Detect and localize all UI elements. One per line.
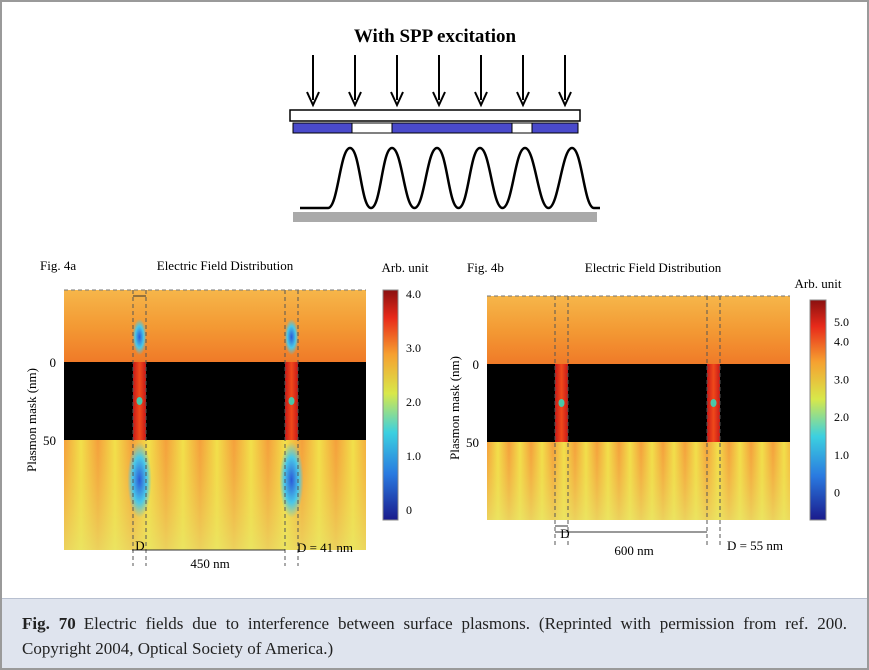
colorbar-tick: 3.0 [834,372,849,386]
spacing-label: 450 nm [190,556,229,571]
arrow-head [558,91,572,108]
field-top [487,296,790,364]
mask-slit [351,122,393,134]
low-field [127,442,152,518]
arrow-head [474,91,488,108]
colorbar-tick: 0 [406,503,412,517]
colorbar-tick: 4.0 [834,335,849,349]
panel-title: Electric Field Distribution [157,258,294,273]
arrow-head [348,91,362,108]
colorbar-tick: 5.0 [834,315,849,329]
colorbar [382,289,399,521]
y-tick-label: 50 [466,435,479,450]
mask-slit [511,122,533,134]
field-panel: Fig. 4a Electric Field Distribution Plasmo… [24,258,429,571]
d-value: D = 55 nm [727,538,783,553]
colorbar-tick: 3.0 [406,341,421,355]
slit-spot [136,397,143,405]
substrate-top [289,109,581,122]
colorbar-title: Arb. unit [382,260,429,275]
plasmon-mask [64,362,366,440]
colorbar-tick: 2.0 [834,410,849,424]
colorbar-tick: 4.0 [406,287,421,301]
arrows [306,55,572,108]
d-label: D [135,538,144,553]
caption: Fig. 70 Electric fields due to interferen… [2,598,867,668]
colorbar-tick: 0 [834,486,840,500]
low-field [132,319,147,355]
field-bottom-fade [64,440,366,550]
slit-spot [558,399,565,407]
panel-label: Fig. 4b [467,260,504,275]
y-tick-label: 0 [50,355,57,370]
arrow-head [432,91,446,108]
colorbar-title: Arb. unit [795,276,842,291]
diagram-title: With SPP excitation [354,26,517,47]
caption-label: Fig. 70 [22,614,76,633]
panel-label: Fig. 4a [40,258,76,273]
arrow-head [390,91,404,108]
y-axis-label: Plasmon mask (nm) [24,368,39,472]
slit-spot [710,399,717,407]
y-axis-label: Plasmon mask (nm) [447,356,462,460]
mask-segment [531,122,579,134]
colorbar [809,299,827,521]
intensity-wave [300,146,600,210]
mask-segment [292,122,353,134]
colorbar-tick: 2.0 [406,395,421,409]
spacing-label: 600 nm [614,543,653,558]
colorbar-tick: 1.0 [834,448,849,462]
slit-spot [288,397,295,405]
caption-text: Electric fields due to interference betw… [22,614,848,658]
field-top [64,290,366,362]
mask-segment [391,122,513,134]
d-value: D = 41 nm [297,540,353,555]
field-bottom-fade [487,442,790,520]
d-label: D [560,526,569,541]
field-panel: Fig. 4b Electric Field Distribution Plasmo… [447,260,849,558]
arrow-head [516,91,530,108]
y-tick-label: 50 [43,433,56,448]
plasmon-mask [487,364,790,442]
low-field [284,319,299,355]
arrow-head [306,91,320,108]
low-field [279,442,304,518]
panel-title: Electric Field Distribution [585,260,722,275]
substrate [293,212,597,222]
figure: With SPP excitation Fig. 4a Electric Fiel… [24,26,849,571]
colorbar-tick: 1.0 [406,449,421,463]
y-tick-label: 0 [473,357,480,372]
